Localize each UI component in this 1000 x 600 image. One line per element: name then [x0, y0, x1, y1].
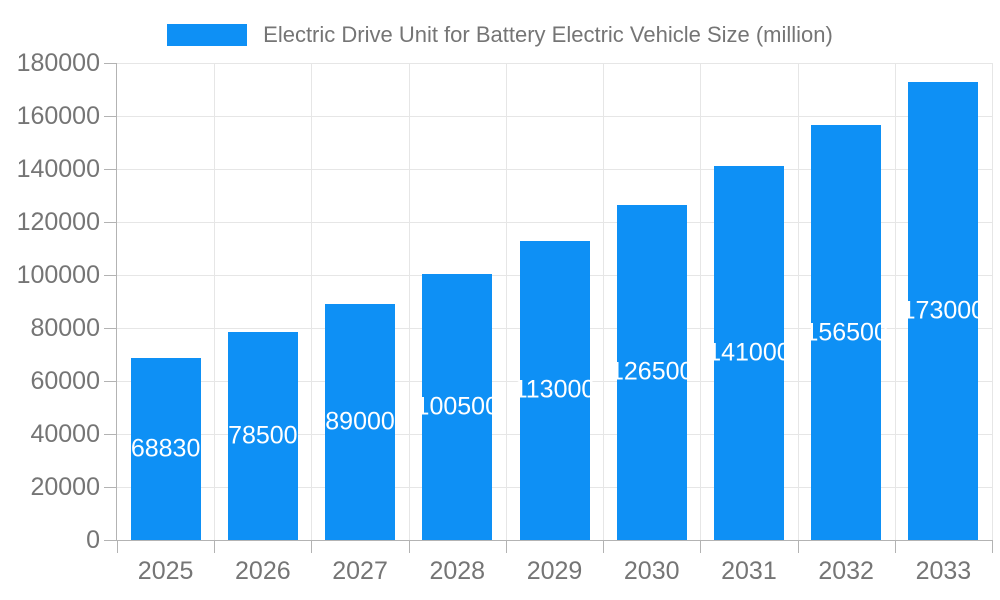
x-axis-label: 2028	[429, 557, 486, 585]
h-gridline	[117, 169, 992, 170]
x-axis-label: 2031	[721, 557, 777, 585]
y-axis-ticks	[104, 62, 117, 541]
bar-value-label: 89000	[325, 407, 395, 436]
x-axis-label: 2029	[526, 557, 583, 585]
y-axis-labels: 0 20000 40000 60000 80000 100000 120000 140000 1…	[0, 49, 100, 554]
x-axis-label: 2032	[818, 557, 874, 585]
legend: Electric Drive Unit for Battery Electric…	[0, 22, 1000, 48]
legend-swatch-icon	[167, 24, 248, 46]
v-gridline	[603, 63, 605, 540]
x-axis-ticks	[117, 540, 993, 553]
y-axis-tick	[104, 327, 117, 329]
bar-value-label: 78500	[228, 421, 298, 450]
y-axis-label: 120000	[16, 208, 100, 236]
y-axis-label: 80000	[30, 314, 100, 342]
y-axis-tick	[104, 221, 117, 223]
x-axis-tick	[117, 540, 118, 553]
y-axis-label: 20000	[30, 473, 100, 501]
bar[interactable]: 113000	[514, 240, 595, 540]
bar[interactable]: 78500	[227, 331, 298, 540]
x-axis-tick	[700, 540, 702, 553]
bar[interactable]: 173000	[902, 81, 985, 540]
y-axis-tick	[104, 433, 117, 435]
bar[interactable]: 126500	[610, 204, 693, 540]
x-axis-tick	[603, 540, 605, 553]
x-axis-tick	[311, 540, 313, 553]
y-axis-tick	[104, 539, 117, 541]
x-axis-label: 2027	[332, 557, 388, 585]
y-axis-tick	[104, 168, 117, 170]
bar-value-label: 100500	[415, 392, 499, 421]
v-gridline	[214, 63, 216, 540]
bar[interactable]: 141000	[707, 166, 791, 540]
x-axis-tick	[992, 540, 993, 553]
y-axis-tick	[104, 115, 117, 117]
v-gridline	[408, 63, 410, 540]
v-gridline	[311, 63, 313, 540]
y-axis-label: 180000	[16, 49, 100, 77]
bar-value-label: 68830	[130, 434, 201, 463]
v-gridline	[894, 63, 896, 540]
legend-label: Electric Drive Unit for Battery Electric…	[263, 22, 833, 47]
y-axis-label: 160000	[16, 102, 100, 130]
x-axis-label: 2033	[915, 557, 972, 585]
y-axis-tick	[104, 380, 117, 382]
x-axis-label: 2026	[235, 557, 291, 585]
h-gridline	[117, 63, 992, 64]
plot-area: 68830 78500 89000 100500 113000 126500 141000 1…	[116, 63, 993, 541]
y-axis-label: 60000	[30, 367, 100, 395]
x-axis-tick	[797, 540, 799, 553]
bar-value-label: 156500	[804, 318, 888, 347]
x-axis-tick	[894, 540, 896, 553]
x-axis-label: 2025	[137, 557, 194, 585]
v-gridline	[992, 63, 993, 540]
y-axis-label: 40000	[30, 420, 100, 448]
x-axis-tick	[214, 540, 216, 553]
y-axis-label: 100000	[16, 261, 100, 289]
y-axis-tick	[104, 62, 117, 64]
h-gridline	[117, 221, 992, 223]
v-gridline	[505, 63, 507, 540]
bar[interactable]: 156500	[804, 125, 888, 540]
x-axis-tick	[408, 540, 410, 553]
bar[interactable]: 100500	[416, 273, 499, 540]
x-axis-label: 2030	[623, 557, 680, 585]
y-axis-label: 0	[86, 526, 100, 554]
bar-value-label: 113000	[513, 375, 596, 404]
bar-value-label: 173000	[901, 296, 986, 325]
x-axis-tick	[505, 540, 507, 553]
bar-value-label: 126500	[610, 357, 694, 386]
y-axis-tick	[104, 274, 117, 276]
v-gridline	[700, 63, 702, 540]
bar-value-label: 141000	[707, 338, 791, 367]
v-gridline	[797, 63, 799, 540]
legend-item[interactable]: Electric Drive Unit for Battery Electric…	[167, 22, 833, 48]
y-axis-tick	[104, 486, 117, 488]
h-gridline	[117, 116, 992, 117]
bar[interactable]: 89000	[325, 304, 396, 540]
bar[interactable]: 68830	[130, 357, 201, 540]
y-axis-label: 140000	[16, 155, 100, 183]
x-axis-labels: 2025 2026 2027 2028 2029 2030 2031 2032 2033	[117, 556, 992, 586]
